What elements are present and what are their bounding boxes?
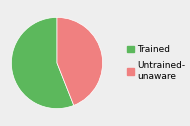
Wedge shape (11, 17, 74, 109)
Legend: Trained, Untrained-
unaware: Trained, Untrained- unaware (127, 45, 185, 81)
Wedge shape (57, 17, 103, 105)
